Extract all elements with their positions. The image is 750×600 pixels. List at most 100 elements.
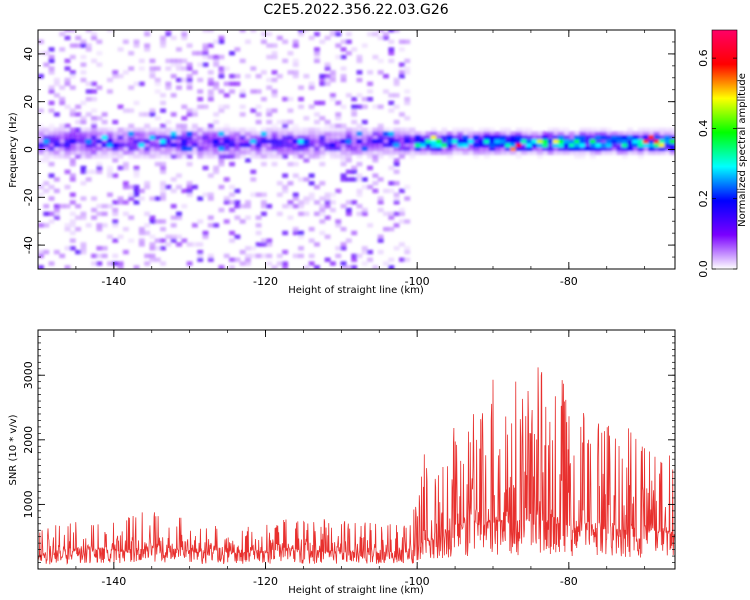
heatmap-cell (552, 146, 559, 152)
heatmap-cell (298, 154, 305, 159)
heatmap-cell (616, 146, 623, 152)
heatmap-cell (531, 142, 538, 148)
heatmap-cell (298, 31, 305, 37)
heatmap-cell (383, 135, 389, 140)
heatmap-cell (499, 146, 506, 152)
heatmap-cell (324, 123, 331, 129)
heatmap-cell (250, 142, 257, 148)
heatmap-cell (223, 146, 230, 152)
heatmap-cell (197, 257, 204, 262)
heatmap-cell (372, 181, 379, 186)
heatmap-cell (250, 253, 257, 259)
heatmap-cell (367, 127, 374, 132)
heatmap-cell (351, 257, 358, 262)
heatmap-cell (282, 173, 289, 178)
heatmap-cell (319, 39, 326, 44)
heatmap-cell (393, 200, 400, 205)
heatmap-cell (112, 219, 119, 224)
heatmap-cell (361, 138, 368, 144)
heatmap-cell (91, 123, 97, 129)
heatmap-cell (165, 30, 172, 33)
heatmap-cell (292, 226, 299, 232)
heatmap-cell (271, 150, 278, 155)
heatmap-cell (372, 188, 379, 194)
heatmap-cell (149, 66, 156, 71)
heatmap-cell (298, 104, 305, 109)
heatmap-cell (48, 219, 55, 224)
heatmap-cell (446, 138, 453, 144)
heatmap-cell (377, 200, 384, 205)
x-tick-label: -100 (405, 275, 430, 288)
heatmap-cell (303, 73, 310, 79)
heatmap-cell (197, 96, 204, 102)
heatmap-cell (627, 138, 634, 144)
heatmap-cell (308, 135, 315, 140)
heatmap-cell (38, 142, 44, 148)
heatmap-cell (75, 142, 82, 148)
heatmap-cell (653, 127, 660, 132)
heatmap-cell (218, 54, 225, 60)
heatmap-cell (80, 242, 87, 247)
heatmap-cell (351, 112, 358, 117)
heatmap-cell (213, 169, 220, 174)
heatmap-cell (229, 184, 236, 190)
heatmap-cell (383, 188, 389, 194)
heatmap-cell (85, 138, 92, 144)
heatmap-cell (276, 211, 283, 217)
heatmap-cell (340, 77, 347, 83)
heatmap-cell (446, 154, 453, 159)
heatmap-cell (531, 131, 538, 136)
heatmap-cell (510, 150, 517, 155)
heatmap-cell (648, 146, 655, 152)
heatmap-cell (64, 104, 71, 109)
heatmap-cell (329, 200, 336, 205)
heatmap-cell (664, 142, 671, 148)
heatmap-cell (223, 127, 230, 132)
heatmap-cell (335, 112, 342, 117)
heatmap-cell (69, 43, 76, 48)
heatmap-cell (648, 131, 655, 136)
heatmap-cell (64, 35, 71, 41)
heatmap-cell (398, 127, 405, 132)
snr-x-ticks: -140 -120 -100 -80 (37, 330, 646, 588)
heatmap-cell (282, 131, 289, 136)
heatmap-cell (213, 85, 220, 90)
heatmap-cell (308, 104, 315, 109)
heatmap-cell (659, 138, 665, 144)
heatmap-cell (207, 253, 214, 259)
heatmap-cell (197, 196, 204, 201)
heatmap-cell (303, 30, 310, 33)
heatmap-cell (303, 138, 310, 144)
snr-frame (37, 329, 676, 570)
heatmap-cell (388, 30, 395, 33)
heatmap-cell (404, 150, 411, 155)
heatmap-cell (340, 73, 347, 79)
heatmap-cell (245, 131, 251, 136)
heatmap-cell (266, 43, 273, 48)
heatmap-cell (149, 150, 156, 155)
heatmap-cell (149, 127, 156, 132)
heatmap-cell (186, 127, 193, 132)
heatmap-cell (48, 54, 55, 60)
heatmap-cell (85, 223, 92, 228)
heatmap-cell (43, 203, 50, 209)
heatmap-cell (536, 150, 543, 155)
heatmap-cell (287, 203, 294, 209)
heatmap-cell (287, 150, 294, 155)
heatmap-cell (478, 127, 485, 132)
heatmap-cell (659, 131, 665, 136)
heatmap-cell (298, 200, 305, 205)
heatmap-cell (48, 146, 55, 152)
heatmap-cell (292, 62, 299, 67)
heatmap-cell (303, 211, 310, 217)
heatmap-cell (64, 150, 71, 155)
heatmap-cell (133, 146, 140, 152)
heatmap-cell (260, 96, 267, 102)
heatmap-cell (319, 181, 326, 186)
heatmap-cell (398, 188, 405, 194)
heatmap-cell (367, 135, 374, 140)
heatmap-cell (478, 142, 485, 148)
heatmap-cell (128, 51, 135, 56)
heatmap-cell (356, 211, 363, 217)
